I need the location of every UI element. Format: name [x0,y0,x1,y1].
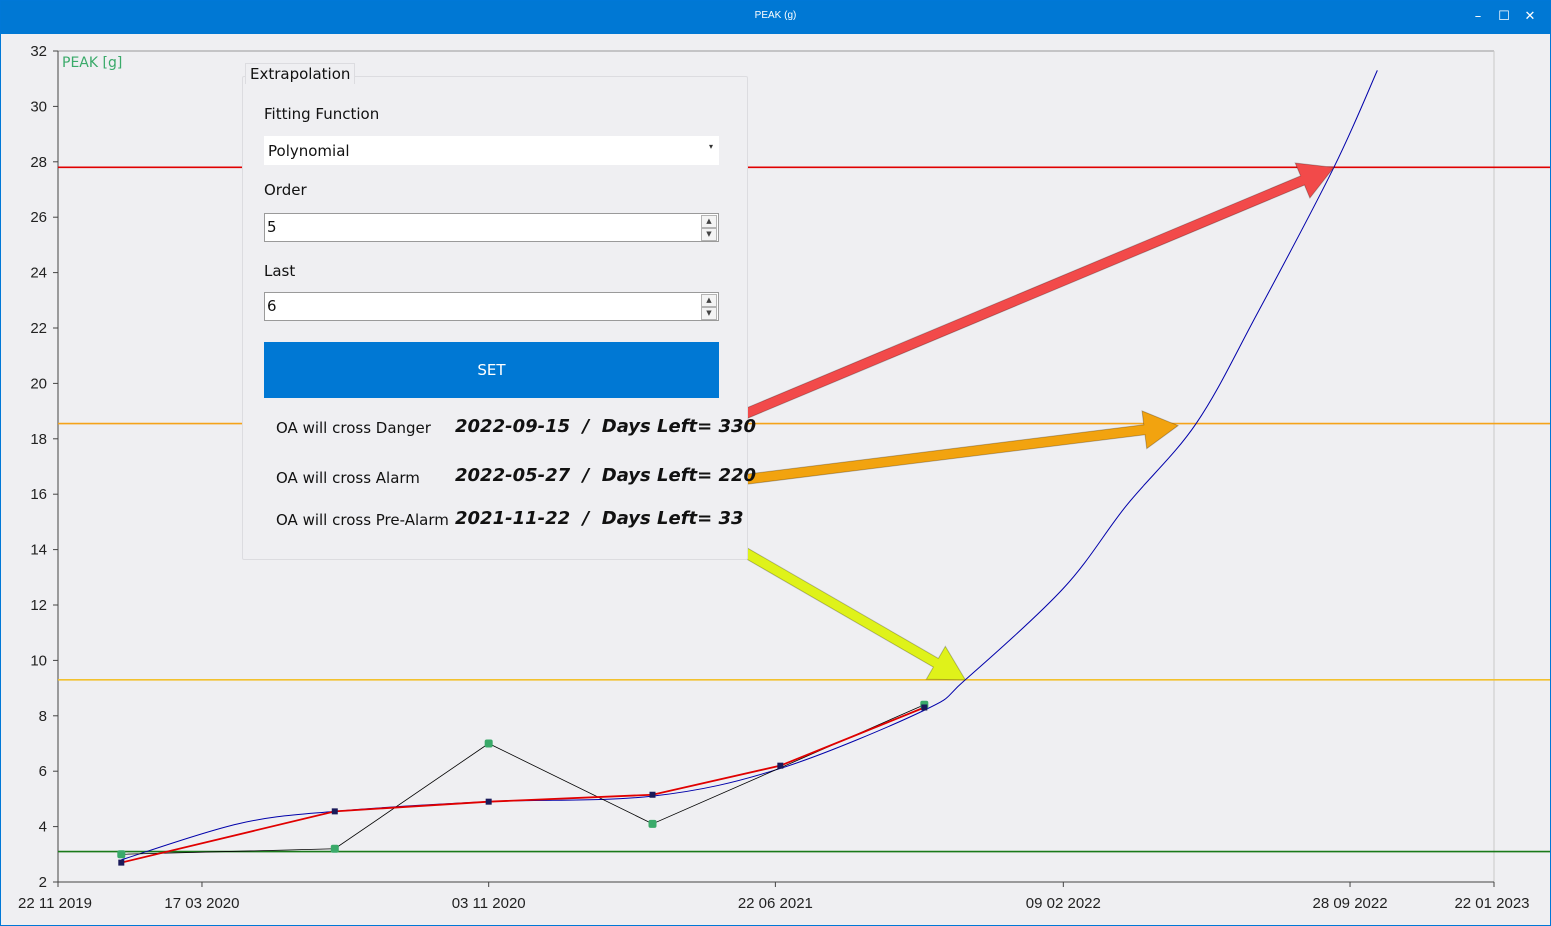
maximize-button[interactable]: ☐ [1498,9,1510,24]
last-label: Last [264,262,296,280]
alarm-arrow [722,410,1180,488]
x-tick-label: 28 09 2022 [1312,895,1387,912]
alarm-result-label: OA will cross Alarm [276,469,420,487]
order-value[interactable]: 5 [267,218,277,236]
title-bar[interactable]: PEAK (g) – ☐ ✕ [1,1,1550,34]
smoothed-point [649,791,656,798]
danger-result-label: OA will cross Danger [276,419,431,437]
smoothed-series-line [121,706,925,864]
order-spinbox[interactable]: 5 ▲ ▼ [264,213,719,242]
y-tick-label: 12 [30,597,47,614]
y-tick-label: 14 [30,542,47,559]
y-tick-label: 18 [30,431,47,448]
danger-result-value: 2022-09-15 / Days Left= 330 [455,416,757,437]
y-tick-label: 8 [39,708,47,725]
fitting-function-label: Fitting Function [264,105,380,123]
measured-point [648,819,657,828]
window-title: PEAK (g) [754,10,797,21]
measured-point [117,850,126,859]
measured-series-line [121,704,925,855]
last-up-arrow-icon[interactable]: ▲ [701,294,717,307]
smoothed-point [331,808,338,815]
order-down-arrow-icon[interactable]: ▼ [701,228,717,241]
y-tick-label: 28 [30,154,47,171]
smoothed-point [921,704,928,711]
dropdown-arrow-icon[interactable]: ▾ [708,142,713,151]
annotation-arrows [685,162,1335,681]
y-tick-label: 4 [39,819,47,836]
extrapolation-title: Extrapolation [245,63,356,84]
smoothed-point [485,798,492,805]
chart-series [117,70,1378,866]
y-tick-label: 2 [39,874,47,891]
last-value[interactable]: 6 [267,297,277,315]
y-tick-label: 32 [30,43,47,60]
measured-point [484,739,493,748]
y-tick-label: 24 [30,265,47,282]
prealarm-result-value: 2021-11-22 / Days Left= 33 [455,508,744,529]
x-tick-label: 22 01 2023 [1454,895,1529,912]
x-tick-label: 22 06 2021 [738,895,813,912]
last-down-arrow-icon[interactable]: ▼ [701,307,717,320]
order-label: Order [264,181,307,199]
smoothed-point [118,859,125,866]
last-spinbox[interactable]: 6 ▲ ▼ [264,292,719,321]
y-tick-label: 16 [30,486,47,503]
set-button[interactable]: SET [264,342,719,398]
y-tick-label: 26 [30,209,47,226]
x-tick-label: 22 11 2019 [18,895,92,912]
danger-arrow [718,162,1335,430]
close-button[interactable]: ✕ [1524,9,1536,24]
x-tick-label: 17 03 2020 [164,895,239,912]
x-tick-label: 09 02 2022 [1026,895,1101,912]
series-label: PEAK [g] [62,55,122,71]
fitting-function-select[interactable]: Polynomial ▾ [264,136,719,165]
smoothed-point [777,762,784,769]
y-tick-label: 22 [30,320,47,337]
order-up-arrow-icon[interactable]: ▲ [701,215,717,228]
y-tick-label: 10 [30,652,47,669]
prealarm-result-label: OA will cross Pre-Alarm [276,511,449,529]
x-tick-label: 03 11 2020 [452,895,526,912]
minimize-button[interactable]: – [1474,9,1482,24]
y-tick-label: 20 [30,375,47,392]
y-tick-label: 30 [30,98,47,115]
fitting-function-value: Polynomial [268,142,350,160]
alarm-result-value: 2022-05-27 / Days Left= 220 [455,465,757,486]
measured-point [330,844,339,853]
y-tick-label: 6 [39,763,47,780]
